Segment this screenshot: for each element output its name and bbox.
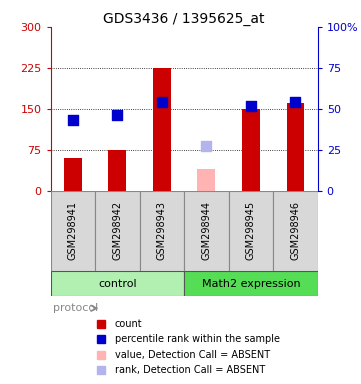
Text: protocol: protocol [53,303,99,313]
Title: GDS3436 / 1395625_at: GDS3436 / 1395625_at [103,12,265,26]
Bar [140,191,184,271]
Point [70,117,76,123]
Text: GSM298942: GSM298942 [112,201,122,260]
Point [292,99,298,105]
Point [204,143,209,149]
Point [248,103,254,109]
Bar [197,169,215,191]
Text: GSM298944: GSM298944 [201,201,212,260]
Text: GSM298943: GSM298943 [157,201,167,260]
Bar [287,103,304,191]
Text: GSM298941: GSM298941 [68,201,78,260]
Point [159,99,165,105]
Bar [184,271,318,296]
Point [114,112,120,118]
Bar [153,68,171,191]
Bar [229,191,273,271]
Text: count: count [115,319,142,329]
Text: value, Detection Call = ABSENT: value, Detection Call = ABSENT [115,350,270,360]
Bar [108,150,126,191]
Bar [64,158,82,191]
Bar [242,109,260,191]
Text: Math2 expression: Math2 expression [201,278,300,288]
Bar [184,191,229,271]
Text: rank, Detection Call = ABSENT: rank, Detection Call = ABSENT [115,365,265,375]
Bar [273,191,318,271]
Text: control: control [98,278,136,288]
Text: GSM298946: GSM298946 [290,201,300,260]
Bar [95,191,140,271]
Text: percentile rank within the sample: percentile rank within the sample [115,334,280,344]
Bar [51,191,95,271]
Text: GSM298945: GSM298945 [246,201,256,260]
Bar [51,271,184,296]
